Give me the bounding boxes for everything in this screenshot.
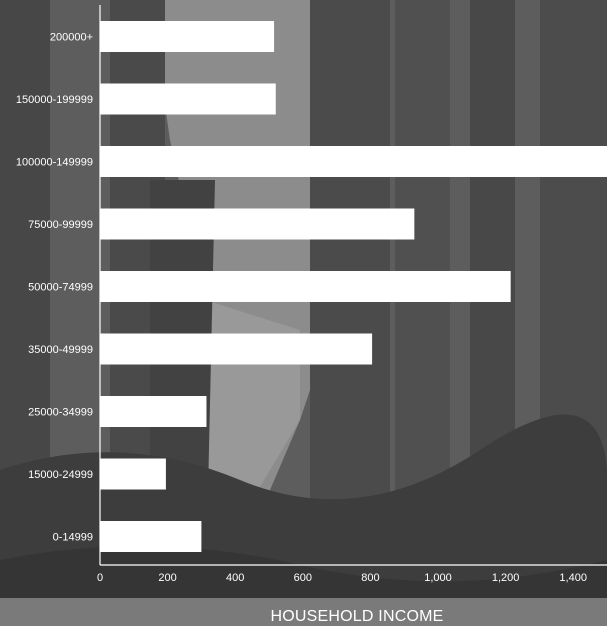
category-label: 150000-199999 [16,94,93,106]
bar-150000-199999 [100,83,276,115]
x-tick-label: 0 [97,572,103,584]
category-label: 35000-49999 [28,344,93,356]
category-label: 0-14999 [53,532,93,544]
category-labels: 200000+ 150000-199999 100000-149999 75000-9… [16,32,93,544]
x-tick-label: 1,000 [424,572,452,584]
category-label: 200000+ [50,32,93,44]
bar-50000-74999 [100,271,511,302]
x-tick-label: 200 [158,572,176,584]
bar-0-14999 [100,521,202,552]
x-tick-label: 400 [226,572,244,584]
x-axis-title: HOUSEHOLD INCOME [271,608,444,625]
x-axis-ticks: 0 200 400 600 800 1,000 1,200 1,400 [97,572,587,584]
x-tick-label: 1,200 [492,572,520,584]
bars-group [100,21,607,552]
category-label: 50000-74999 [28,282,93,294]
bar-15000-24999 [100,458,166,490]
x-tick-label: 800 [361,572,379,584]
category-label: 75000-99999 [28,219,93,231]
bar-35000-49999 [100,333,373,365]
bar-25000-34999 [100,396,207,427]
category-label: 25000-34999 [28,407,93,419]
x-tick-label: 1,400 [559,572,587,584]
bar-200000+ [100,21,275,52]
category-label: 100000-149999 [16,157,93,169]
x-tick-label: 600 [294,572,312,584]
bar-75000-99999 [100,208,415,240]
category-label: 15000-24999 [28,469,93,481]
bar-100000-149999 [100,146,607,177]
